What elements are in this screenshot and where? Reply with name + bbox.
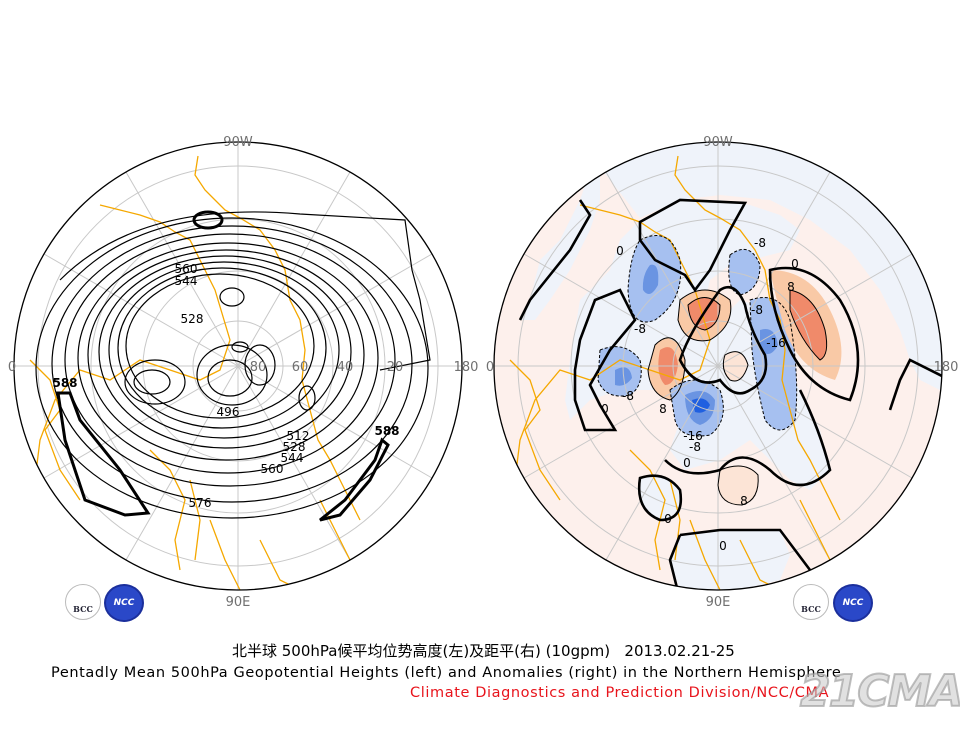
bcc-logo: BCC: [65, 584, 101, 620]
height-anomaly-map: 90W 90E 0 180 0 -8 0 8 -8 -8 -16 -8 8 0 …: [486, 135, 959, 610]
longitude-labels: 90W 90E 0 180: [8, 135, 479, 610]
svg-text:8: 8: [740, 494, 748, 508]
ncc-logo: NCC: [104, 584, 144, 622]
svg-text:588: 588: [374, 424, 399, 438]
svg-text:180: 180: [934, 360, 959, 375]
svg-text:20: 20: [387, 360, 404, 375]
svg-text:8: 8: [787, 280, 795, 294]
svg-text:0: 0: [8, 360, 16, 375]
anomaly-contours: [597, 235, 828, 506]
geopotential-height-map: 90W 90E 0 180 80 60 40 20 560 544 528 49…: [8, 135, 479, 610]
svg-text:588: 588: [52, 376, 77, 390]
svg-text:90E: 90E: [706, 595, 731, 610]
svg-text:0: 0: [616, 244, 624, 258]
ncc-logo: NCC: [833, 584, 873, 622]
map-border: [13, 141, 463, 591]
svg-text:40: 40: [337, 360, 354, 375]
svg-text:0: 0: [664, 512, 672, 526]
watermark: 21CMA: [799, 665, 960, 718]
svg-text:90E: 90E: [226, 595, 251, 610]
coastlines: [29, 155, 361, 590]
svg-text:512: 512: [287, 429, 310, 443]
svg-text:496: 496: [217, 405, 240, 419]
svg-text:528: 528: [283, 440, 306, 454]
coastlines: [509, 155, 841, 590]
svg-text:-8: -8: [689, 440, 701, 454]
svg-text:60: 60: [292, 360, 309, 375]
svg-text:-8: -8: [622, 389, 634, 403]
svg-text:-8: -8: [754, 236, 766, 250]
svg-text:8: 8: [659, 402, 667, 416]
credit-line: Climate Diagnostics and Prediction Divis…: [410, 685, 830, 701]
graticule: [14, 142, 462, 590]
svg-text:544: 544: [175, 274, 198, 288]
svg-text:90W: 90W: [703, 135, 733, 150]
svg-text:0: 0: [791, 257, 799, 271]
english-title: Pentadly Mean 500hPa Geopotential Height…: [51, 665, 842, 681]
chinese-title: 北半球 500hPa候平均位势高度(左)及距平(右) (10gpm) 2013.…: [232, 642, 735, 660]
svg-text:576: 576: [189, 496, 212, 510]
map-border: [493, 141, 943, 591]
svg-text:180: 180: [454, 360, 479, 375]
bcc-logo: BCC: [793, 584, 829, 620]
svg-text:560: 560: [261, 462, 284, 476]
contour-labels: 0 -8 0 8 -8 -8 -16 -8 8 0 -16 -8 0 8 0 0: [601, 236, 799, 553]
svg-text:528: 528: [181, 312, 204, 326]
height-contours: [35, 211, 431, 519]
svg-text:0: 0: [719, 539, 727, 553]
svg-text:544: 544: [281, 451, 304, 465]
svg-text:90W: 90W: [223, 135, 253, 150]
svg-text:80: 80: [250, 360, 267, 375]
svg-text:-8: -8: [751, 303, 763, 317]
zero-contours: [518, 198, 942, 590]
longitude-labels: 90W 90E 0 180: [486, 135, 959, 610]
svg-text:560: 560: [175, 262, 198, 276]
svg-text:0: 0: [683, 456, 691, 470]
svg-text:-8: -8: [634, 322, 646, 336]
svg-text:0: 0: [486, 360, 494, 375]
svg-text:-16: -16: [683, 429, 703, 443]
contour-labels: 560 544 528 496 512 528 544 560 576 588 …: [52, 262, 399, 510]
svg-text:-16: -16: [766, 336, 786, 350]
latitude-labels: 80 60 40 20: [250, 360, 404, 375]
svg-text:0: 0: [601, 402, 609, 416]
588-contours: [56, 210, 390, 522]
